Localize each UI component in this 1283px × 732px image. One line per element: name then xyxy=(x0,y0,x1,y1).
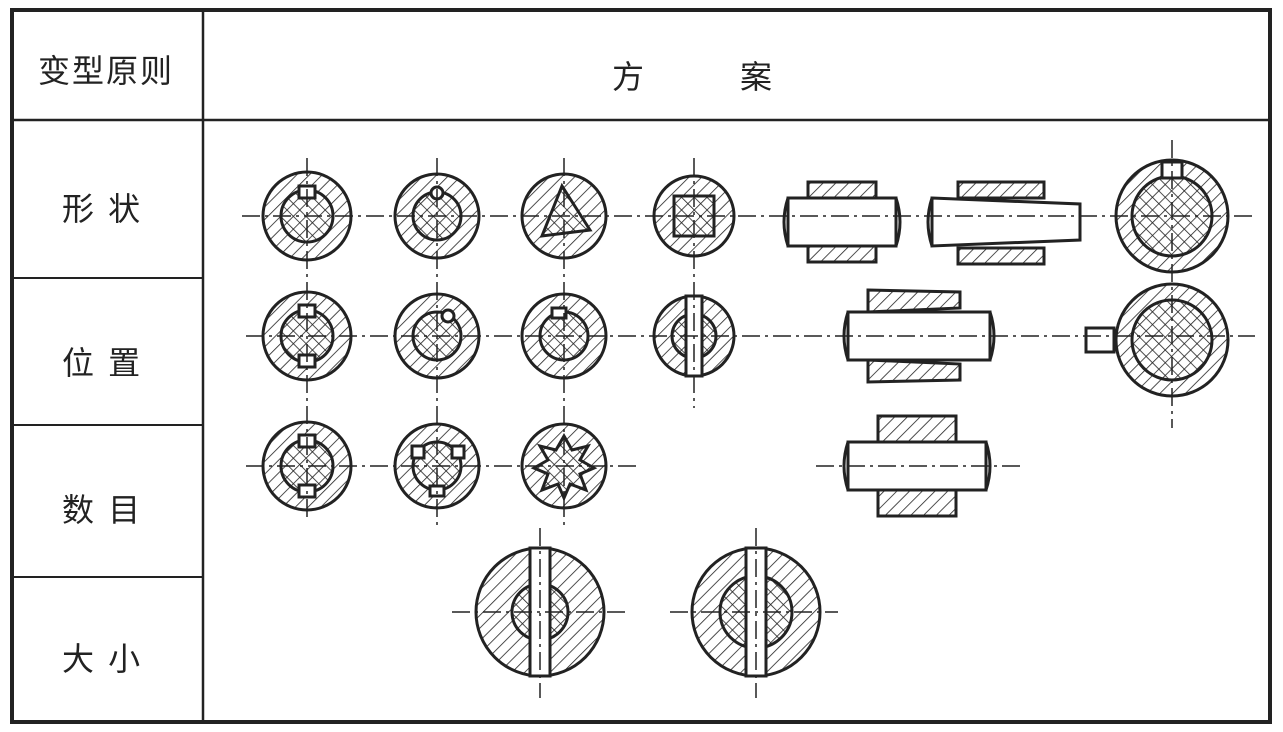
row-label-number: 数 目 xyxy=(62,491,143,529)
number-two-key-hub xyxy=(261,420,353,512)
shape-tapered-sleeve xyxy=(926,180,1082,266)
row-label-shape: 形 状 xyxy=(62,190,143,228)
header-principle-label: 变型原则 xyxy=(38,52,175,90)
shape-cylindrical-sleeve xyxy=(782,180,902,264)
row-label-size: 大 小 xyxy=(62,640,143,678)
position-side-clamp-hub xyxy=(1084,282,1230,398)
header-scheme-label-2: 案 xyxy=(740,58,775,96)
table-frame xyxy=(10,8,1272,724)
row-label-position: 位 置 xyxy=(62,344,143,382)
header-scheme-label-1: 方 xyxy=(612,58,647,96)
centerlines xyxy=(242,140,1255,698)
